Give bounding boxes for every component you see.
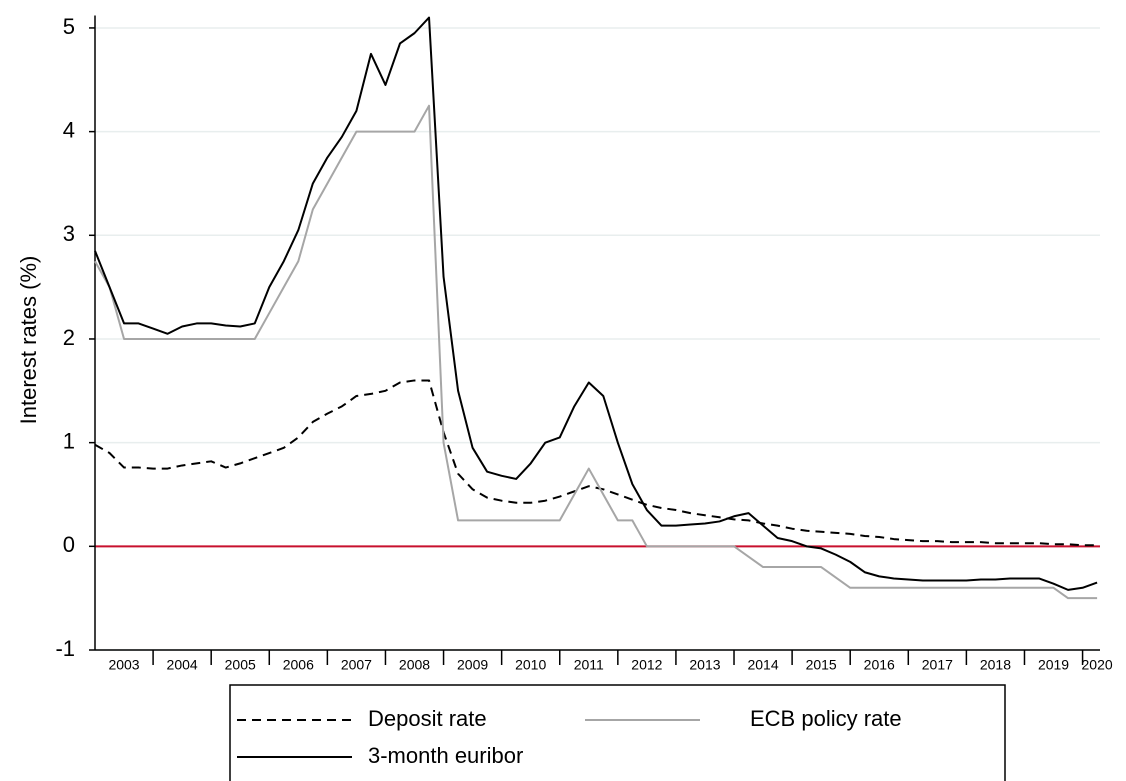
x-tick-label: 2008 [399,657,430,673]
x-tick-label: 2019 [1038,657,1069,673]
y-tick-label: 5 [63,14,75,39]
x-tick-label: 2015 [806,657,837,673]
y-tick-label: 3 [63,221,75,246]
x-tick-label: 2006 [283,657,314,673]
x-tick-label: 2020 [1082,657,1113,673]
y-tick-label: 0 [63,532,75,557]
x-tick-label: 2013 [689,657,720,673]
x-tick-label: 2014 [747,657,778,673]
x-tick-label: 2003 [108,657,139,673]
x-tick-label: 2016 [864,657,895,673]
line-series [94,379,1098,547]
x-tick-label: 2009 [457,657,488,673]
legend-box [229,684,1006,781]
x-tick-label: 2007 [341,657,372,673]
y-axis-label: Interest rates (%) [16,256,41,425]
y-tick-label: 1 [63,428,75,453]
x-tick-label: 2005 [225,657,256,673]
y-tick-label: 4 [63,117,75,142]
x-tick-label: 2011 [574,657,604,673]
legend-label: 3-month euribor [368,743,523,768]
x-tick-label: 2010 [515,657,546,673]
x-tick-label: 2004 [167,657,198,673]
x-tick-label: 2018 [980,657,1011,673]
legend-label: Deposit rate [368,706,487,731]
line-series [94,16,1098,591]
x-tick-label: 2017 [922,657,953,673]
y-tick-label: 2 [63,325,75,350]
x-tick-label: 2012 [631,657,662,673]
y-tick-label: -1 [55,636,75,661]
line-series [94,104,1098,600]
legend-label: ECB policy rate [750,706,902,731]
